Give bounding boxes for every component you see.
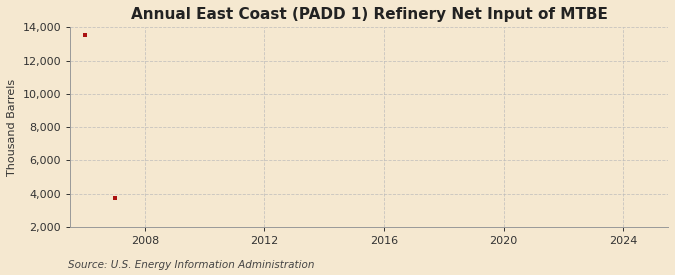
Title: Annual East Coast (PADD 1) Refinery Net Input of MTBE: Annual East Coast (PADD 1) Refinery Net …	[131, 7, 608, 22]
Text: Source: U.S. Energy Information Administration: Source: U.S. Energy Information Administ…	[68, 260, 314, 270]
Y-axis label: Thousand Barrels: Thousand Barrels	[7, 79, 17, 176]
